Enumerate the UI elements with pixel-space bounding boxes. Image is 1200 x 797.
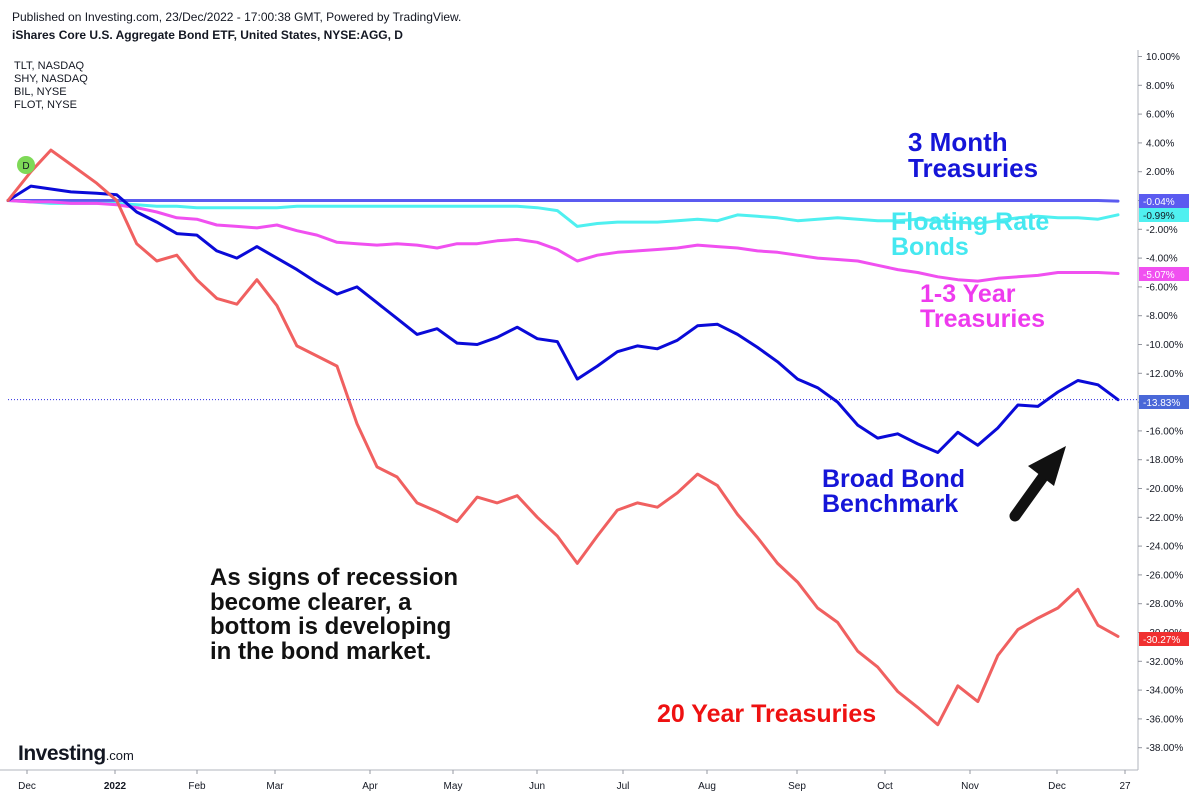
y-tick-label: -36.00% [1146,714,1183,725]
legend-item-shy[interactable]: SHY, NASDAQ [14,73,88,85]
chart-header: Published on Investing.com, 23/Dec/2022 … [12,8,461,44]
investing-logo[interactable]: Investing.com [18,742,134,766]
badge-flot: -0.99% [1139,208,1189,222]
badge-label: -0.99% [1143,211,1175,222]
logo-suffix: .com [105,748,134,763]
series-line-flot [6,199,1120,228]
badge-bg [1139,208,1189,222]
y-tick-label: -10.00% [1146,340,1183,351]
y-tick-label: 6.00% [1146,110,1174,121]
series-line-bil [6,199,1120,203]
y-tick-label: 2.00% [1146,167,1174,178]
series-line-shy [6,199,1120,283]
annotation-line: Benchmark [822,490,959,518]
x-tick-label: Jun [529,781,545,792]
annotation-line: Treasuries [920,305,1046,333]
legend-item-bil[interactable]: BIL, NYSE [14,86,67,98]
x-tick-label: Dec [18,781,36,792]
x-tick-label: Mar [266,781,284,792]
badge-tlt: -30.27% [1139,632,1189,646]
annotation-line: Broad Bond [822,465,966,493]
dividend-marker-label: D [22,161,29,172]
x-tick-label: 27 [1119,781,1131,792]
annotation-recession-note: As signs of recession become clearer, a … [210,564,459,666]
badge-label: -13.83% [1143,398,1180,409]
badge-bg [1139,267,1189,281]
y-tick-label: -22.00% [1146,513,1183,524]
annotation-floating-rate-bonds: Floating Rate Bonds [891,210,1049,260]
annotation-3-month-treasuries: 3 Month Treasuries [908,129,1038,181]
up-arrow-icon [1009,446,1066,522]
x-axis: Dec 2022 Feb Mar Apr May Jun Jul Aug Sep Oct Nov Dec… [18,770,1131,792]
x-tick-label: 2022 [104,781,127,792]
annotation-broad-bond-benchmark: Broad Bond Benchmark [822,467,965,517]
y-tick-label: 8.00% [1146,81,1174,92]
y-tick-label: -12.00% [1146,369,1183,380]
x-tick-label: Nov [961,781,979,792]
compare-symbols-legend: TLT, NASDAQ SHY, NASDAQ BIL, NYSE FLOT, … [14,60,88,112]
badge-shy: -5.07% [1139,267,1189,281]
y-axis: 10.00%8.00%6.00%4.00%2.00%0.00%-2.00%-4.… [0,50,1183,771]
x-tick-label: Sep [788,781,806,792]
legend-item-tlt[interactable]: TLT, NASDAQ [14,60,85,72]
y-tick-label: -6.00% [1146,282,1178,293]
logo-name: Investing [18,742,106,765]
y-tick-label: -16.00% [1146,426,1183,437]
x-tick-label: Jul [617,781,630,792]
y-tick-label: -8.00% [1146,311,1178,322]
y-tick-label: -38.00% [1146,743,1183,754]
annotation-line: 3 Month [908,127,1008,157]
x-tick-label: Oct [877,781,893,792]
symbol-title: iShares Core U.S. Aggregate Bond ETF, Un… [12,28,403,42]
y-tick-label: -28.00% [1146,599,1183,610]
annotation-line: become clearer, a [210,588,412,616]
badge-label: -0.04% [1143,197,1175,208]
badge-bil: -0.04% [1139,194,1189,208]
badge-bg [1139,395,1189,409]
y-tick-label: 10.00% [1146,52,1180,63]
badge-label: -30.27% [1143,635,1180,646]
annotation-1-3-year-treasuries: 1-3 Year Treasuries [920,282,1045,332]
x-tick-label: Apr [362,781,378,792]
published-line: Published on Investing.com, 23/Dec/2022 … [12,10,462,24]
y-tick-label: -2.00% [1146,225,1178,236]
badge-bg [1139,632,1189,646]
annotation-line: Bonds [891,233,969,261]
y-tick-label: -32.00% [1146,657,1183,668]
annotation-line: bottom is developing [210,613,452,641]
y-tick-label: -20.00% [1146,484,1183,495]
badge-bg [1139,194,1189,208]
y-tick-label: -4.00% [1146,254,1178,265]
x-tick-label: Aug [698,781,716,792]
annotation-line: 1-3 Year [920,280,1016,308]
legend-item-flot[interactable]: FLOT, NYSE [14,99,77,111]
y-tick-label: -18.00% [1146,455,1183,466]
last-value-badges: -0.04% -0.99% -5.07% -13.83% -30.27% [1139,194,1189,646]
annotation-line: in the bond market. [210,638,432,666]
badge-label: -5.07% [1143,270,1175,281]
y-tick-label: -26.00% [1146,570,1183,581]
x-tick-label: Feb [188,781,206,792]
y-tick-label: -24.00% [1146,542,1183,553]
annotation-line: Treasuries [908,153,1039,183]
y-tick-label: 4.00% [1146,138,1174,149]
badge-agg: -13.83% [1139,395,1189,409]
dividend-marker[interactable]: D [17,156,35,174]
series-line-tlt [6,148,1120,727]
series-lines [6,148,1138,727]
annotation-line: As signs of recession [210,564,459,591]
y-tick-label: -34.00% [1146,686,1183,697]
x-tick-label: Dec [1048,781,1066,792]
series-line-agg [6,184,1120,454]
x-tick-label: May [444,781,463,792]
annotation-20-year-treasuries: 20 Year Treasuries [657,700,877,728]
annotation-line: Floating Rate [891,208,1050,236]
